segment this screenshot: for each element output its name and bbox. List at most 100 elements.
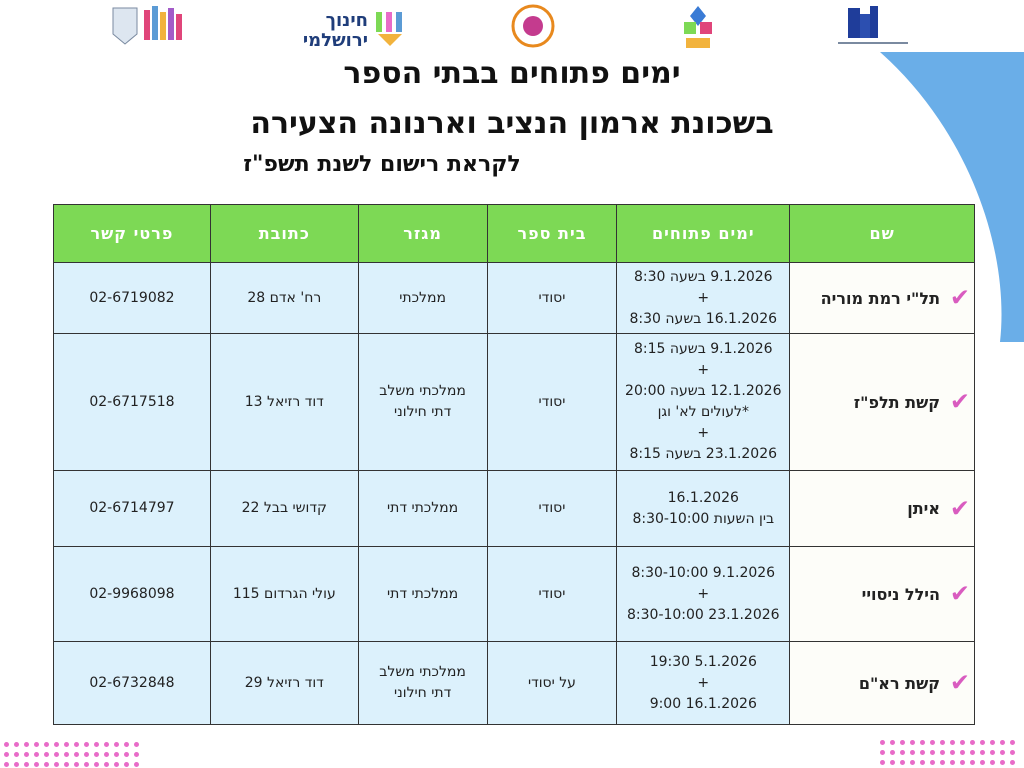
dot [24,752,29,757]
dot [970,750,975,755]
days-line: + [697,585,710,602]
address-cell: דוד רזיאל 29 [209,641,359,725]
dot [900,740,905,745]
dot [900,750,905,755]
dot [960,750,965,755]
school-type-cell: יסודי [486,546,618,642]
dot [124,742,129,747]
dot [34,752,39,757]
school-name: קשת רא"ם [858,673,940,693]
col-header-sector: מגזר [357,204,488,263]
open-days-cell: 5.1.2026 19:30 +16.1.2026 9:00 [616,641,791,725]
checkmark-icon: ✔ [949,387,970,416]
dot [44,752,49,757]
dot [124,762,129,767]
open-days-cell: 9.1.2026 בשעה 8:15 +12.1.2026 בשעה 20:00 *… [616,333,791,471]
page-subtitle: לקראת רישום לשנת תשפ"ז [243,152,521,177]
days-line: + [697,674,710,691]
dot [980,760,985,765]
dot [890,740,895,745]
days-line: 9.1.2026 8:30-10:00 [631,564,776,581]
dot [1000,760,1005,765]
dot [920,750,925,755]
days-line: 9.1.2026 בשעה 8:15 [633,341,773,357]
dot [890,750,895,755]
dot [74,742,79,747]
dot [54,752,59,757]
dot [54,742,59,747]
sector-cell: ממלכתי דתי [357,546,488,642]
school-name-cell: ✔ איתן [789,470,975,547]
education-badge-logo [511,4,555,48]
dot [960,760,965,765]
dot [880,750,885,755]
school-type-cell: יסודי [486,333,618,471]
table-row: ✔ קשת רא"ם 5.1.2026 19:30 +16.1.2026 9:00 … [53,641,975,725]
decorative-dots-right [880,740,1015,765]
logo-bar: חינוך ירושלמי [0,0,1024,52]
school-name-cell: ✔ קשת רא"ם [789,641,975,725]
days-line: 23.1.2026 בשעה 8:15 [629,446,778,462]
days-line: + [697,362,710,378]
school-name: תל"י רמת מוריה [820,288,940,308]
col-header-contact: פרטי קשר [53,204,211,263]
dot [940,760,945,765]
dot [84,742,89,747]
dot [14,762,19,767]
dot [1000,750,1005,755]
dot [74,752,79,757]
days-line: 5.1.2026 19:30 [649,653,757,670]
dot [950,750,955,755]
dot [950,740,955,745]
address-cell: עולי הגרדום 115 [209,546,359,642]
days-line: 12.1.2026 בשעה 20:00 [625,383,782,399]
address-cell: רח' אדם 28 [209,262,359,334]
dot [44,742,49,747]
school-type-cell: יסודי [486,470,618,547]
dot [930,740,935,745]
dot [14,752,19,757]
dot [104,742,109,747]
table-row: ✔ איתן 16.1.2026 בין השעות 8:30-10:00 יסוד… [53,470,975,547]
dot [920,760,925,765]
dot [910,750,915,755]
dot [990,760,995,765]
open-days-table: שם ימים פתוחים בית ספר מגזר כתובת פרטי ק… [53,204,975,725]
phone-cell: 02-6717518 [53,333,211,471]
dot [34,762,39,767]
school-name: איתן [907,499,940,518]
school-type-cell: על יסודי [486,641,618,725]
phone-cell: 02-6732848 [53,641,211,725]
table-row: ✔ הילל ניסויי 9.1.2026 8:30-10:00 +23.1.20… [53,546,975,642]
dot [930,760,935,765]
col-header-name: שם [789,204,975,263]
dot [64,742,69,747]
dot [920,740,925,745]
dot [114,752,119,757]
dot [890,760,895,765]
open-days-cell: 9.1.2026 בשעה 8:30 +16.1.2026 בשעה 8:30 [616,262,791,334]
open-days-cell: 16.1.2026 בין השעות 8:30-10:00 [616,470,791,547]
days-line: בין השעות 8:30-10:00 [632,510,775,527]
open-days-cell: 9.1.2026 8:30-10:00 +23.1.2026 8:30-10:00 [616,546,791,642]
checkmark-icon: ✔ [949,579,970,608]
dot [940,740,945,745]
dot [940,750,945,755]
dot [104,762,109,767]
table-row: ✔ תל"י רמת מוריה 9.1.2026 בשעה 8:30 +16.1.… [53,262,975,334]
dot [970,760,975,765]
dot [910,740,915,745]
phone-cell: 02-6719082 [53,262,211,334]
dot [74,762,79,767]
address-cell: דוד רזיאל 13 [209,333,359,471]
days-line: 16.1.2026 9:00 [649,695,757,712]
sector-line: דתי חילוני [394,404,452,420]
dot [1010,740,1015,745]
svg-text:חינוך: חינוך [326,10,368,31]
days-line: 23.1.2026 8:30-10:00 [627,606,780,623]
dot [84,762,89,767]
dot [24,742,29,747]
school-name-cell: ✔ קשת תלפ"ז [789,333,975,471]
dot [94,752,99,757]
